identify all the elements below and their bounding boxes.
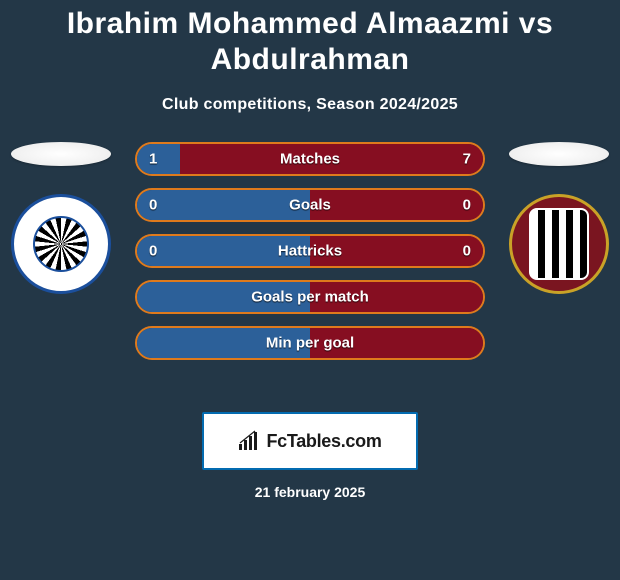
right-club-crest xyxy=(509,194,609,294)
comparison-date: 21 february 2025 xyxy=(0,484,620,500)
bar-value-left: 0 xyxy=(149,197,157,214)
logo-text: FcTables.com xyxy=(266,431,381,452)
stat-bar: Min per goal xyxy=(135,326,485,360)
bar-label: Goals per match xyxy=(251,289,369,306)
bar-fill-right xyxy=(310,190,483,220)
bar-value-left: 0 xyxy=(149,243,157,260)
left-club-crest xyxy=(11,194,111,294)
bar-value-right: 0 xyxy=(463,243,471,260)
stat-bar: Matches 1 7 xyxy=(135,142,485,176)
bar-value-left: 1 xyxy=(149,151,157,168)
fctables-logo-box: FcTables.com xyxy=(202,412,418,470)
bar-label: Hattricks xyxy=(278,243,342,260)
stat-bars: Matches 1 7 Goals 0 0 Hattricks 0 0 Goals per mat… xyxy=(135,142,485,372)
comparison-content: Matches 1 7 Goals 0 0 Hattricks 0 0 Goals per mat… xyxy=(0,142,620,392)
stat-bar: Goals per match xyxy=(135,280,485,314)
bar-value-right: 0 xyxy=(463,197,471,214)
club-stripes-icon xyxy=(529,208,589,280)
comparison-title: Ibrahim Mohammed Almaazmi vs Abdulrahman xyxy=(0,0,620,78)
stat-bar: Hattricks 0 0 xyxy=(135,234,485,268)
left-name-oval xyxy=(11,142,111,166)
bar-chart-icon xyxy=(238,430,260,452)
bar-label: Matches xyxy=(280,151,340,168)
bar-value-right: 7 xyxy=(463,151,471,168)
right-name-oval xyxy=(509,142,609,166)
bar-fill-left xyxy=(137,144,180,174)
bar-label: Goals xyxy=(289,197,331,214)
comparison-subtitle: Club competitions, Season 2024/2025 xyxy=(0,96,620,114)
left-player-column xyxy=(6,142,116,294)
soccer-ball-icon xyxy=(33,216,89,272)
stat-bar: Goals 0 0 xyxy=(135,188,485,222)
bar-label: Min per goal xyxy=(266,335,354,352)
right-player-column xyxy=(504,142,614,294)
bar-fill-left xyxy=(137,190,310,220)
